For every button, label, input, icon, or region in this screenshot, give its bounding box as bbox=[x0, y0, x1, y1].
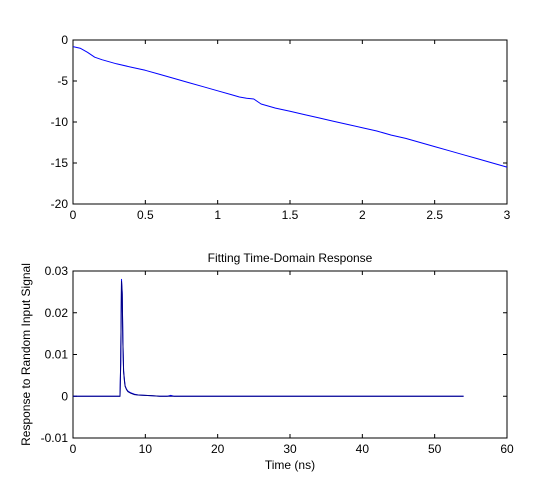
x-tick-label: 30 bbox=[283, 442, 297, 456]
x-tick-label: 60 bbox=[500, 442, 514, 456]
x-tick-label: 2 bbox=[359, 208, 366, 222]
plot-area-frame bbox=[72, 39, 508, 205]
x-tick-label: 3 bbox=[504, 208, 511, 222]
chart-title: Fitting Time-Domain Response bbox=[208, 251, 373, 265]
x-axis-label: Time (ns) bbox=[265, 458, 315, 472]
x-tick-label: 2.5 bbox=[426, 208, 443, 222]
chart-1: 0 0.5 1 1.5 2 2.5 3 0 -5 -10 -15 -20 bbox=[51, 33, 511, 222]
y-axis-label: Response to Random Input Signal bbox=[19, 263, 33, 446]
x-tick-label: 0.5 bbox=[137, 208, 154, 222]
series-line-2 bbox=[73, 280, 464, 397]
y-tick-label: -5 bbox=[57, 74, 68, 88]
y-tick-label: -0.01 bbox=[41, 431, 69, 445]
x-tick-label: 0 bbox=[70, 208, 77, 222]
y-tick-label: -20 bbox=[51, 197, 69, 211]
y-tick-label: 0 bbox=[61, 33, 68, 47]
x-tick-label: 0 bbox=[70, 442, 77, 456]
series-line-1 bbox=[72, 46, 508, 168]
x-tick-label: 1.5 bbox=[282, 208, 299, 222]
x-tick-label: 50 bbox=[428, 442, 442, 456]
x-tick-label: 20 bbox=[211, 442, 225, 456]
y-tick-label: 0.02 bbox=[45, 306, 69, 320]
y-tick-label: 0 bbox=[61, 389, 68, 403]
y-tick-label: 0.03 bbox=[45, 264, 69, 278]
x-tick-label: 10 bbox=[139, 442, 153, 456]
y-tick-label: 0.01 bbox=[45, 348, 69, 362]
y-tick-label: -10 bbox=[51, 115, 69, 129]
x-tick-label: 40 bbox=[356, 442, 370, 456]
y-tick-label: -15 bbox=[51, 156, 69, 170]
plot-area-frame bbox=[72, 270, 508, 439]
x-tick-label: 1 bbox=[214, 208, 221, 222]
